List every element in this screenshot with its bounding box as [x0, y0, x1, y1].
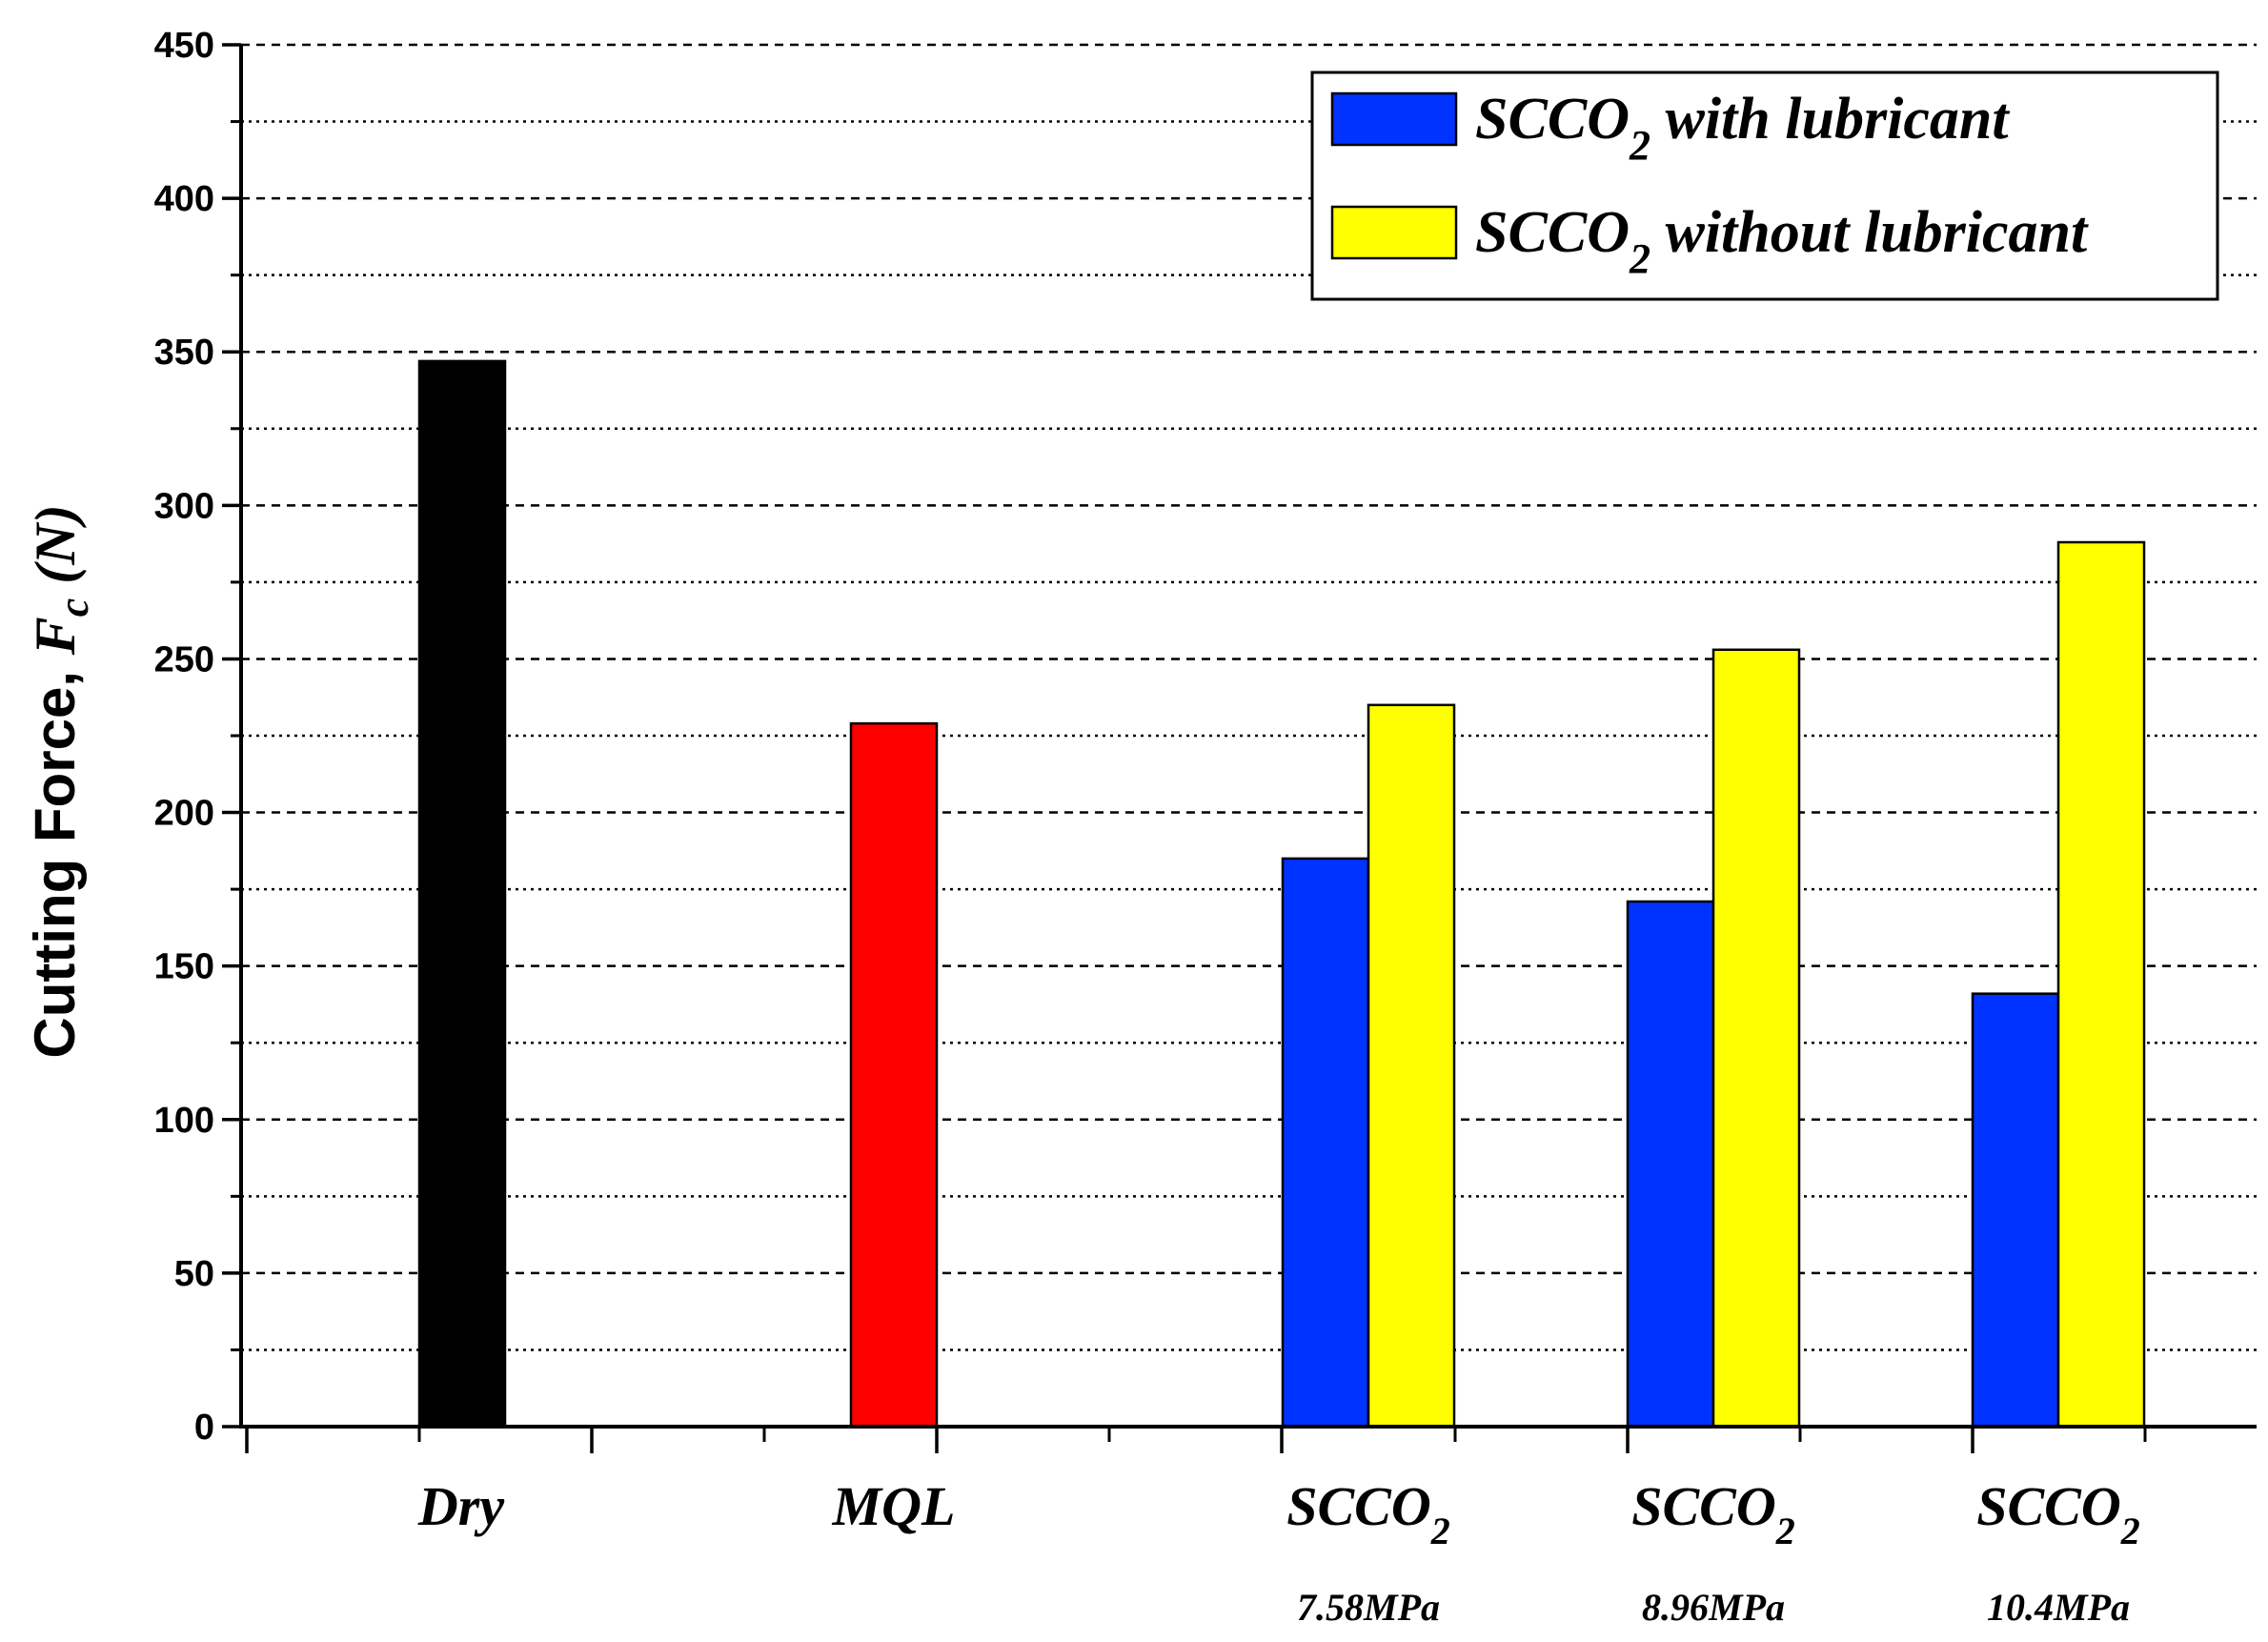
- x-category-pressure-label: 8.96MPa: [1642, 1586, 1785, 1629]
- y-tick-label: 400: [154, 179, 214, 219]
- legend-label-with-lubricant: SCCO2 with lubricant: [1475, 87, 2010, 169]
- axes: [222, 43, 2257, 1453]
- y-axis-title-symbol: F: [24, 617, 87, 656]
- y-axis-title-subscript: c: [51, 598, 97, 618]
- bar-with-lubricant-7.58MPa: [1281, 857, 1370, 1429]
- y-tick-label: 150: [154, 947, 214, 987]
- y-tick-label: 200: [154, 794, 214, 834]
- bar-with-lubricant-8.96MPa: [1626, 900, 1715, 1429]
- y-axis-title-main: Cutting Force,: [23, 655, 87, 1058]
- bar-without-lubricant-10.4MPa: [2056, 540, 2146, 1429]
- x-category-pressure-label: 7.58MPa: [1297, 1586, 1440, 1629]
- legend-box: [1310, 71, 2219, 301]
- legend-label-suffix: without lubricant: [1650, 200, 2089, 265]
- legend-label-without-lubricant: SCCO2 without lubricant: [1475, 200, 2089, 282]
- y-axis-title: Cutting Force, Fc (N): [23, 504, 97, 1058]
- x-category-pressure-label: 10.4MPa: [1987, 1586, 2130, 1629]
- y-tick-label: 450: [154, 26, 214, 66]
- legend-label-prefix: SCCO: [1475, 200, 1630, 265]
- x-category-label: SCCO2: [1976, 1475, 2140, 1552]
- legend-swatch-without-lubricant: [1330, 205, 1458, 260]
- bar-without-lubricant-7.58MPa: [1367, 703, 1456, 1429]
- y-tick-label: 50: [174, 1254, 214, 1294]
- x-category-label-main: Dry: [417, 1475, 504, 1537]
- legend-label-subscript: 2: [1629, 122, 1650, 169]
- y-tick-label: 0: [194, 1408, 214, 1448]
- x-category-label-main: SCCO: [1976, 1475, 2121, 1537]
- legend-swatch-with-lubricant: [1330, 91, 1458, 147]
- x-category-label: Dry: [417, 1475, 504, 1537]
- x-category-label-main: SCCO: [1631, 1475, 1776, 1537]
- bar-with-lubricant-10.4MPa: [1971, 992, 2060, 1429]
- bar-dry: [417, 359, 507, 1429]
- legend-label-prefix: SCCO: [1475, 87, 1630, 152]
- x-category-label-subscript: 2: [1775, 1510, 1795, 1552]
- x-category-label: SCCO2: [1286, 1475, 1450, 1552]
- bar-without-lubricant-8.96MPa: [1711, 648, 1801, 1429]
- x-category-label-main: MQL: [832, 1475, 956, 1537]
- gridlines: [241, 43, 2257, 1351]
- y-axis-title-unit: (N): [24, 504, 87, 598]
- y-tick-label: 350: [154, 333, 214, 373]
- x-category-label-subscript: 2: [1430, 1510, 1450, 1552]
- legend-label-suffix: with lubricant: [1650, 87, 2010, 152]
- x-category-label-main: SCCO: [1286, 1475, 1431, 1537]
- y-tick-label: 250: [154, 639, 214, 679]
- bars: [417, 359, 2146, 1429]
- x-category-label: MQL: [832, 1475, 956, 1537]
- legend-label-subscript: 2: [1629, 235, 1650, 282]
- bar-mql: [849, 721, 939, 1429]
- x-category-label-subscript: 2: [2120, 1510, 2140, 1552]
- y-tick-label: 300: [154, 486, 214, 526]
- y-tick-label: 100: [154, 1101, 214, 1141]
- x-category-label: SCCO2: [1631, 1475, 1795, 1552]
